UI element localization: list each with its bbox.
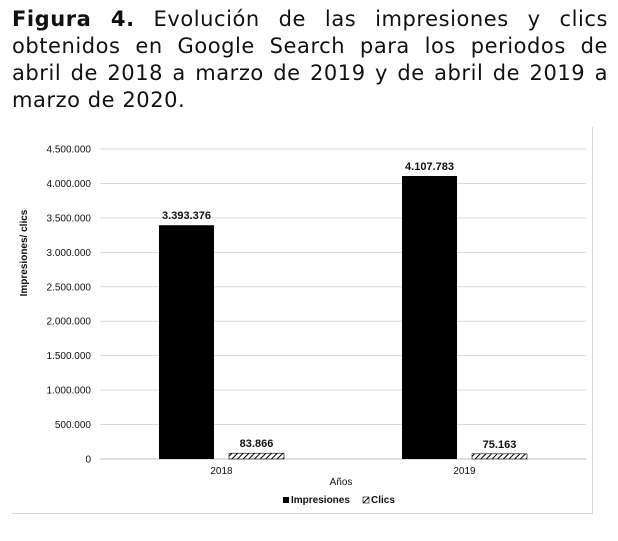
x-axis-title: Años [330,477,353,488]
y-tick-label: 1.000.000 [47,386,92,397]
y-tick-label: 2.500.000 [47,282,92,293]
y-axis-title: Impresiones/ clics [19,209,30,296]
figure-caption-text: Evolución de las impresiones y clics obt… [12,7,608,112]
legend-swatch-clics [362,496,370,504]
chart-frame [12,127,593,514]
data-label-clics-2018: 83.866 [240,438,274,450]
y-tick-label: 3.500.000 [47,213,92,224]
data-label-impresiones-2019: 4.107.783 [405,161,454,173]
data-label-impresiones-2018: 3.393.376 [162,210,211,222]
y-tick-label: 4.500.000 [47,145,92,156]
data-label-clics-2019: 75.163 [483,439,517,451]
y-tick-label: 500.000 [55,420,92,431]
figure-caption: Figura 4. Evolución de las impresiones y… [12,6,608,114]
bar-impresiones-2019 [402,176,457,459]
legend-label-clics: Clics [371,495,395,506]
figure-label: Figura 4. [12,7,135,31]
y-tick-label: 4.000.000 [47,179,92,190]
y-tick-label: 3.000.000 [47,248,92,259]
bar-impresiones-2018 [159,225,214,459]
bar-clics-2018 [228,452,285,460]
y-tick-label: 1.500.000 [47,351,92,362]
legend-swatch-impresiones [283,497,289,503]
x-tick-label: 2019 [453,466,476,477]
x-tick-label: 2018 [210,466,233,477]
y-tick-label: 2.000.000 [47,317,92,328]
y-tick-label: 0 [85,455,91,466]
bar-clics-2019 [471,453,528,460]
legend: Impresiones Clics [283,495,395,506]
legend-label-impresiones: Impresiones [291,495,350,506]
